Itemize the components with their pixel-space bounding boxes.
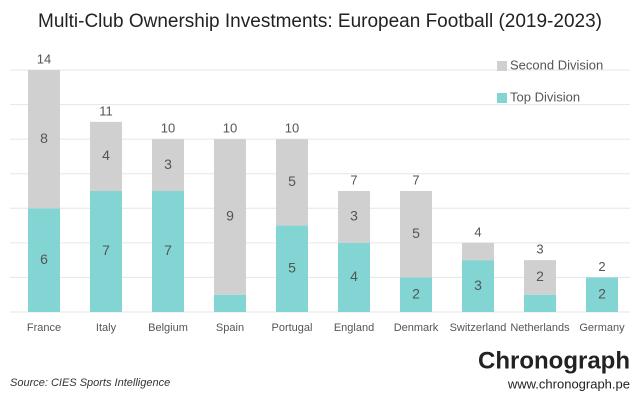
x-tick-label: Netherlands [510, 322, 570, 334]
segment-label: 7 [102, 242, 110, 258]
segment-label: 6 [40, 251, 48, 267]
bar-segment [462, 260, 494, 312]
bar-segment [90, 121, 122, 191]
segment-label: 5 [412, 225, 420, 241]
x-tick-label: Denmark [394, 322, 439, 334]
x-tick-label: Germany [579, 322, 625, 334]
bar-segment [28, 70, 60, 209]
segment-label: 2 [598, 285, 606, 301]
bar-segment [152, 139, 184, 191]
segment-label: 2 [412, 285, 420, 301]
total-label: 7 [412, 172, 419, 187]
legend-label: Top Division [510, 89, 580, 104]
chart-title: Multi-Club Ownership Investments: Europe… [38, 11, 602, 32]
brand: Chronograph [478, 347, 630, 374]
total-label: 7 [350, 172, 357, 187]
bar-segment [152, 191, 184, 312]
total-label: 2 [598, 259, 605, 274]
legend-label: Second Division [510, 57, 603, 72]
x-tick-label: England [334, 322, 374, 334]
segment-label: 5 [288, 259, 296, 275]
bar-segment [276, 225, 308, 312]
bar-segment [338, 191, 370, 243]
x-tick-label: Portugal [272, 322, 313, 334]
segment-label: 4 [350, 268, 358, 284]
bar-segment [90, 191, 122, 312]
segment-label: 2 [536, 268, 544, 284]
bar-segment [214, 294, 246, 312]
bar-segment [524, 260, 556, 295]
bar-segment [276, 139, 308, 226]
x-tick-label: Switzerland [450, 322, 507, 334]
bar-segment [28, 208, 60, 312]
total-label: 4 [474, 224, 481, 239]
url: www.chronograph.pe [507, 376, 630, 391]
segment-label: 3 [164, 156, 172, 172]
x-tick-label: Italy [96, 322, 117, 334]
legend-swatch [497, 61, 507, 71]
source: Source: CIES Sports Intelligence [10, 377, 170, 389]
bar-segment [338, 242, 370, 312]
total-label: 11 [99, 103, 113, 118]
legend-swatch [497, 93, 507, 103]
segment-label: 9 [226, 208, 234, 224]
segment-label: 3 [474, 277, 482, 293]
segment-label: 8 [40, 130, 48, 146]
segment-label: 5 [288, 173, 296, 189]
segment-label: 7 [164, 242, 172, 258]
total-label: 3 [536, 242, 543, 257]
bar-segment [524, 294, 556, 312]
bar-segment [586, 277, 618, 312]
segment-label: 3 [350, 208, 358, 224]
bar-segment [400, 277, 432, 312]
segment-label: 4 [102, 147, 110, 163]
x-tick-label: Belgium [148, 322, 188, 334]
total-label: 10 [223, 121, 237, 136]
x-tick-label: France [27, 322, 61, 334]
total-label: 10 [161, 121, 175, 136]
bar-segment [462, 242, 494, 261]
total-label: 14 [37, 51, 51, 66]
total-label: 10 [285, 121, 299, 136]
bar-segment [400, 191, 432, 278]
x-tick-label: Spain [216, 322, 244, 334]
bar-segment [214, 139, 246, 295]
